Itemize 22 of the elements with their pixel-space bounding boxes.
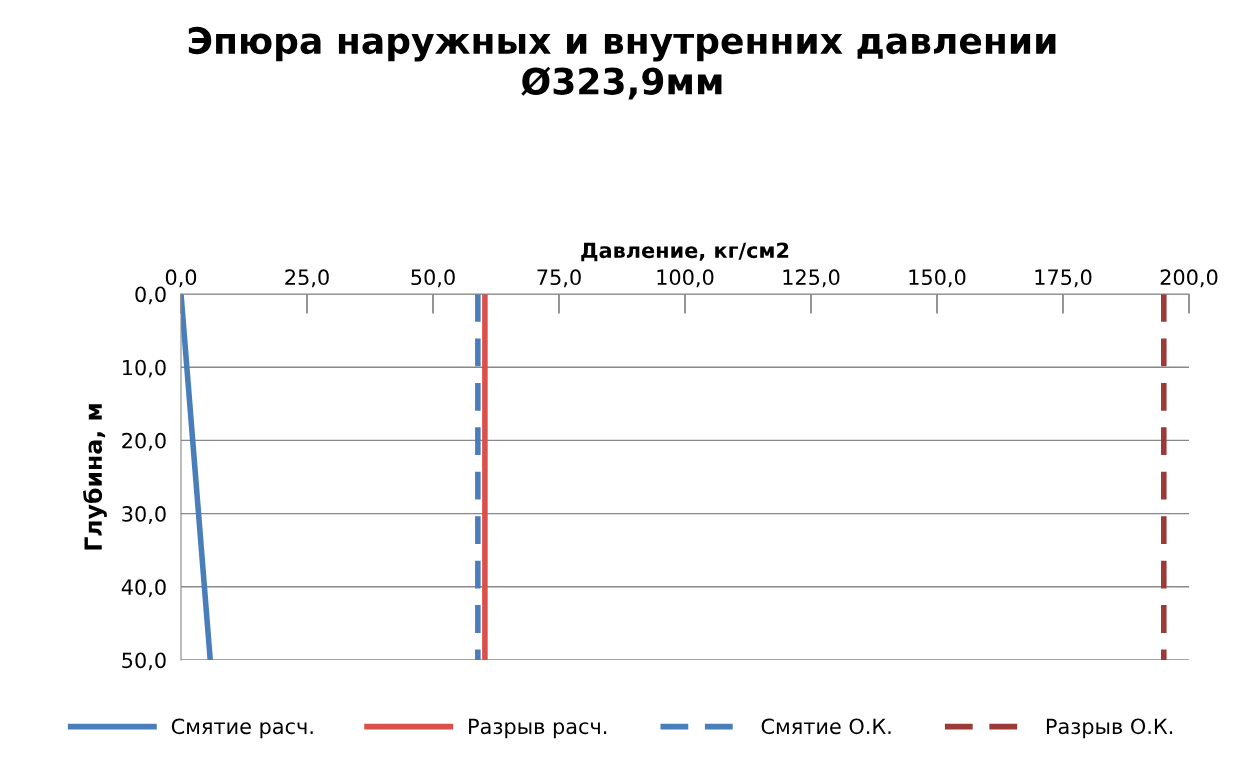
y-axis-title: Глубина, м xyxy=(83,404,107,550)
x-tick-label: 200,0 xyxy=(1160,269,1218,288)
x-tick-label: 0,0 xyxy=(165,269,197,288)
x-tick-label: 50,0 xyxy=(411,269,455,288)
legend-label: Разрыв О.К. xyxy=(1046,718,1173,739)
x-axis-title: Давление, кг/см2 xyxy=(581,242,789,262)
x-tick-label: 125,0 xyxy=(783,269,840,288)
x-tick-label: 75,0 xyxy=(537,269,581,288)
y-tick-label: 20,0 xyxy=(122,432,166,451)
x-tick-label: 150,0 xyxy=(909,269,966,288)
y-tick-label: 30,0 xyxy=(122,506,166,524)
y-tick-label: 40,0 xyxy=(121,579,166,598)
x-tick-label: 175,0 xyxy=(1035,269,1092,288)
y-tick-label: 0,0 xyxy=(135,286,166,305)
legend-label: Разрыв расч. xyxy=(469,718,607,739)
x-tick-label: 100,0 xyxy=(657,269,714,288)
y-tick-label: 50,0 xyxy=(122,652,166,671)
y-tick-label: 10,0 xyxy=(123,359,166,378)
legend-label: Смятие расч. xyxy=(171,718,313,739)
chart-title: Эпюра наружных и внутренних давлении Ø323,9мм xyxy=(188,26,1056,100)
x-tick-label: 25,0 xyxy=(285,269,329,288)
legend-label: Смятие О.К. xyxy=(761,718,891,735)
